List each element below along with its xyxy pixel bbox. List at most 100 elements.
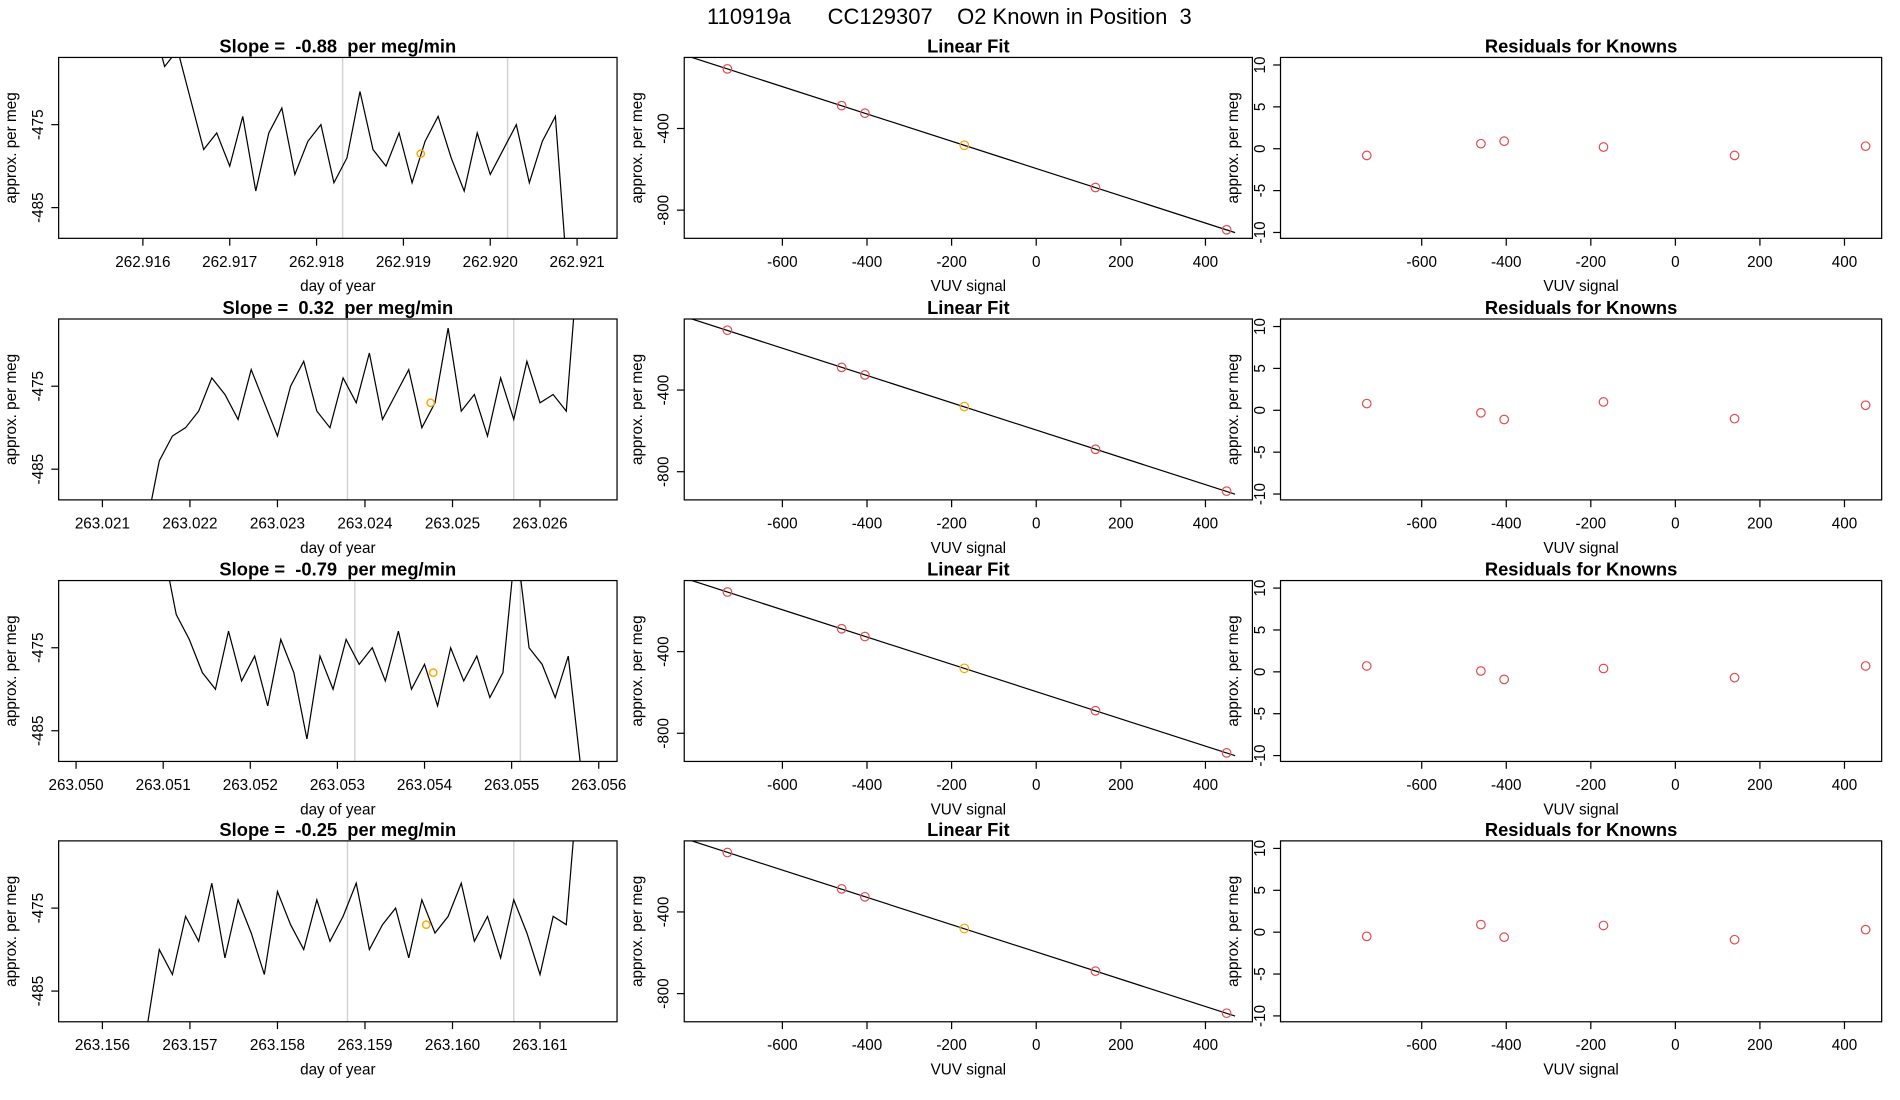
x-tick-label: 263.161 <box>512 1037 567 1054</box>
x-tick-label: 400 <box>1193 254 1218 271</box>
y-tick-label: 0 <box>1252 668 1269 677</box>
x-tick-label: -200 <box>936 1037 967 1054</box>
data-point <box>1729 150 1740 161</box>
data-point <box>860 370 870 380</box>
plot-frame <box>58 840 618 1023</box>
x-tick-label: -600 <box>1406 777 1437 794</box>
x-tick-label: 262.920 <box>463 254 518 271</box>
x-tick-label: 263.159 <box>337 1037 392 1054</box>
plot-area <box>1361 919 1871 945</box>
panel: Slope = 0.32 per meg/min day of year appro… <box>3 297 618 557</box>
x-axis-label: day of year <box>300 540 376 557</box>
data-point <box>1729 413 1740 424</box>
data-point <box>1476 407 1486 418</box>
x-tick-label: 0 <box>1671 777 1679 794</box>
data-point <box>1729 934 1740 945</box>
panel: Slope = -0.79 per meg/min day of year appr… <box>3 559 626 819</box>
panel: Residuals for Knowns VUV signal approx. pe… <box>1225 559 1883 818</box>
x-tick-label: -200 <box>1576 254 1607 271</box>
x-tick-label: 200 <box>1108 1037 1133 1054</box>
x-tick-label: -200 <box>936 254 967 271</box>
data-line <box>161 57 566 239</box>
x-axis-label: VUV signal <box>931 1062 1007 1079</box>
data-point <box>1361 398 1372 409</box>
x-axis-label: day of year <box>300 278 376 295</box>
data-point <box>1860 924 1871 935</box>
y-tick-label: 5 <box>1252 364 1269 373</box>
y-tick-label: -5 <box>1252 184 1269 198</box>
y-tick-label: 10 <box>1252 580 1269 597</box>
x-tick-label: 263.023 <box>250 515 305 532</box>
data-point <box>860 891 870 902</box>
data-point <box>722 325 733 336</box>
x-axis-label: VUV signal <box>1543 1062 1619 1079</box>
y-tick-label: -800 <box>656 456 673 487</box>
highlight-point <box>426 398 436 408</box>
highlight-point <box>416 149 426 159</box>
x-tick-label: -200 <box>1576 777 1607 794</box>
y-tick-label: -400 <box>656 636 673 667</box>
x-tick-label: 0 <box>1032 777 1040 794</box>
y-tick-label: -485 <box>30 454 47 485</box>
x-tick-label: 262.918 <box>289 254 344 271</box>
panel-title: Linear Fit <box>927 819 1009 840</box>
y-tick-label: -10 <box>1252 745 1269 767</box>
x-tick-label: 0 <box>1032 1037 1040 1054</box>
data-point <box>1598 663 1609 674</box>
x-axis-label: VUV signal <box>931 278 1007 295</box>
plot-frame <box>1279 318 1883 501</box>
panel-title: Residuals for Knowns <box>1485 297 1677 318</box>
panel-title: Slope = -0.88 per meg/min <box>219 36 456 57</box>
plot-frame <box>58 318 618 501</box>
y-axis-label: approx. per meg <box>1225 354 1242 465</box>
x-tick-label: -400 <box>852 515 883 532</box>
data-point <box>1361 150 1372 161</box>
data-point <box>1090 182 1101 193</box>
data-point <box>1476 666 1486 676</box>
data-point <box>1090 966 1101 977</box>
x-tick-label: -600 <box>1406 254 1437 271</box>
y-tick-label: -485 <box>30 715 47 746</box>
x-tick-label: -400 <box>1491 515 1522 532</box>
y-tick-label: 0 <box>1252 144 1269 153</box>
data-point <box>836 100 847 111</box>
x-tick-label: 400 <box>1832 1037 1857 1054</box>
data-point <box>1476 919 1486 930</box>
x-axis-label: VUV signal <box>931 540 1007 557</box>
plot-frame <box>683 56 1254 239</box>
x-tick-label: -600 <box>1406 515 1437 532</box>
y-tick-label: -475 <box>30 632 47 663</box>
panel-title: Linear Fit <box>927 297 1009 318</box>
y-axis-label: approx. per meg <box>3 92 20 203</box>
y-axis-label: approx. per meg <box>629 876 646 987</box>
x-tick-label: 263.050 <box>48 777 103 794</box>
y-tick-label: -800 <box>656 718 673 749</box>
data-point <box>1499 674 1510 685</box>
x-tick-label: -200 <box>1576 515 1607 532</box>
plot-frame <box>1279 56 1883 239</box>
plot-area <box>689 840 1236 1019</box>
x-tick-label: 263.025 <box>425 515 480 532</box>
y-tick-label: -10 <box>1252 221 1269 243</box>
y-tick-label: -5 <box>1252 967 1269 981</box>
panel-title: Slope = -0.25 per meg/min <box>219 819 456 840</box>
y-tick-label: -800 <box>656 978 673 1009</box>
x-axis-label: VUV signal <box>1543 278 1619 295</box>
panel: Residuals for Knowns VUV signal approx. pe… <box>1225 819 1883 1079</box>
y-axis-label: approx. per meg <box>629 615 646 726</box>
panel-title: Residuals for Knowns <box>1485 559 1677 580</box>
x-tick-label: -200 <box>936 777 967 794</box>
x-tick-label: 400 <box>1193 777 1218 794</box>
data-point <box>836 883 847 894</box>
x-tick-label: 262.917 <box>202 254 257 271</box>
data-point <box>959 401 970 412</box>
x-tick-label: -400 <box>852 1037 883 1054</box>
panel-title: Residuals for Knowns <box>1485 819 1677 840</box>
plot-area <box>150 319 575 500</box>
x-tick-label: 263.056 <box>571 777 626 794</box>
plot-frame <box>1279 840 1883 1023</box>
x-tick-label: 0 <box>1032 254 1040 271</box>
y-tick-label: -475 <box>30 109 47 140</box>
y-tick-label: 5 <box>1252 103 1269 112</box>
